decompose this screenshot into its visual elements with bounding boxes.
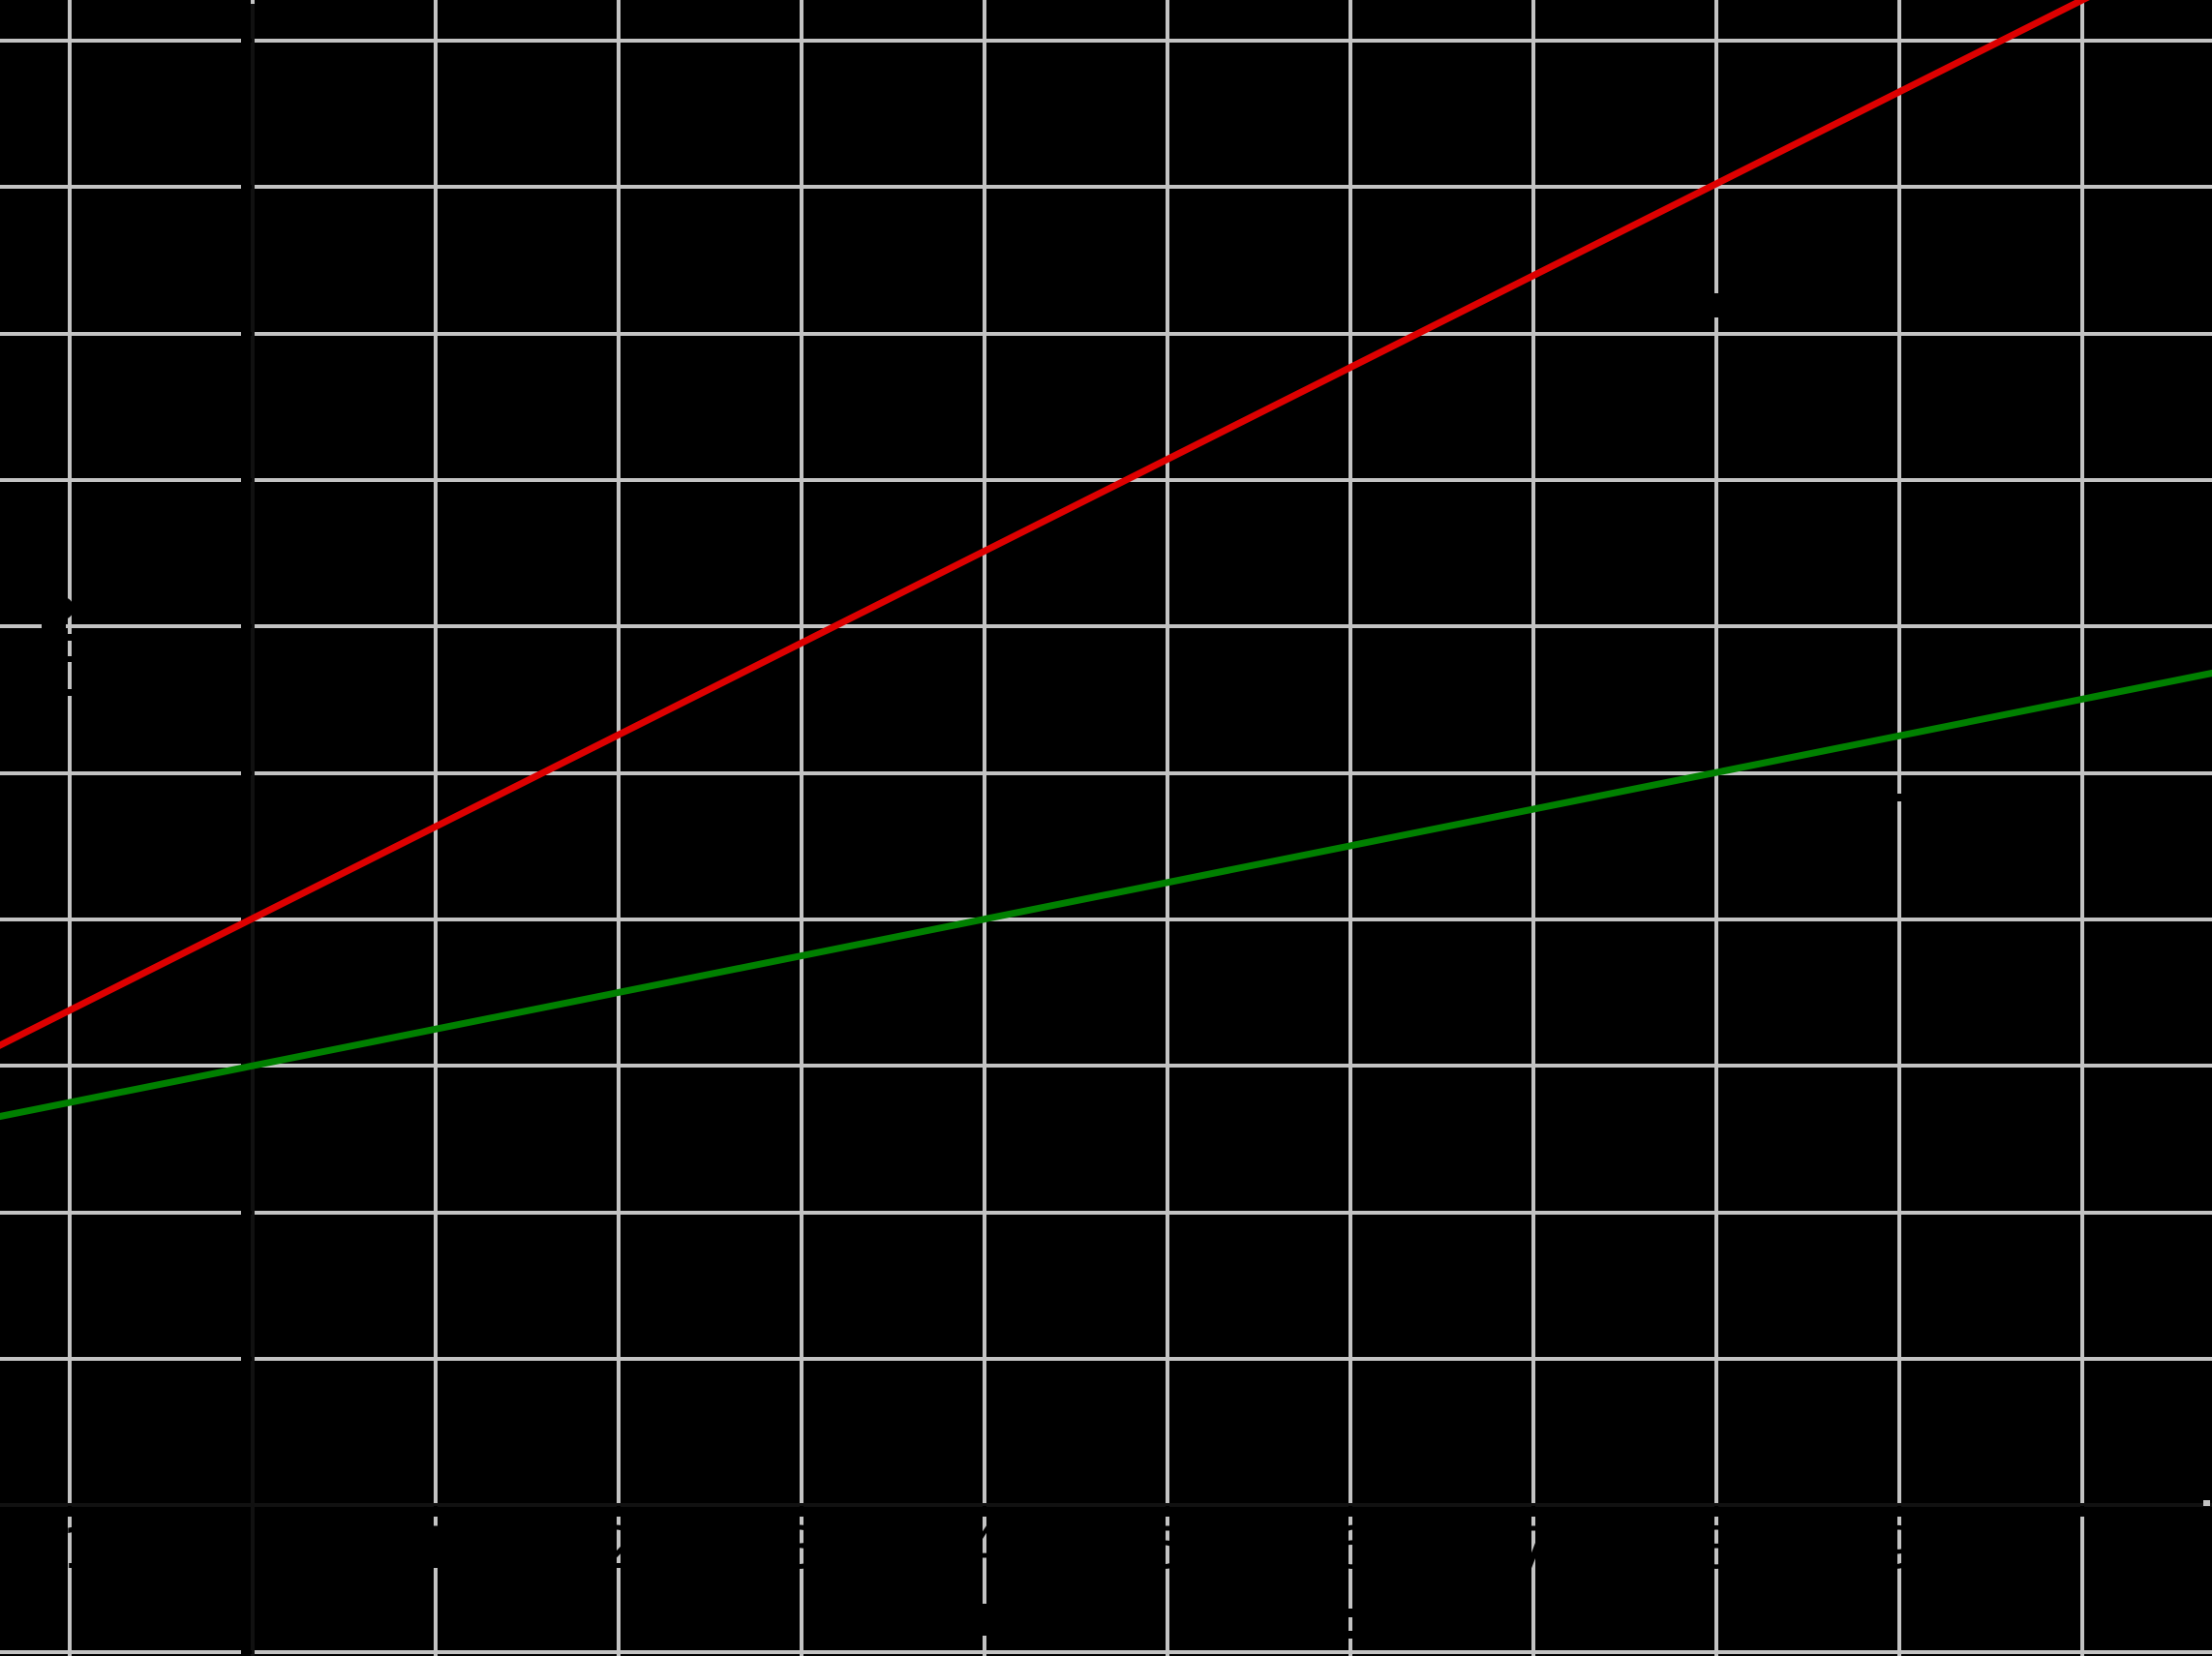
x-axis (0, 1503, 2212, 1507)
y-tick (241, 771, 252, 775)
gridline-vertical (1714, 0, 1718, 1656)
black-text-artifact (66, 656, 74, 662)
x-tick-label: 4 (965, 1515, 1004, 1582)
y-tick (241, 332, 252, 336)
gridline-horizontal (0, 185, 2212, 189)
x-tick-label: 2 (599, 1515, 638, 1582)
x-tick (1897, 1506, 1901, 1517)
x-tick (2080, 1506, 2084, 1517)
x-tick (800, 1506, 803, 1517)
gridline-horizontal (0, 1064, 2212, 1068)
x-tick (1166, 1506, 1169, 1517)
x-tick (68, 1506, 72, 1517)
gridline-horizontal (0, 624, 2212, 628)
x-tick-label: 10 (2045, 1515, 2120, 1582)
x-tick-label: 6 (1331, 1515, 1370, 1582)
black-text-artifact (1712, 307, 1725, 317)
x-tick (1714, 1506, 1718, 1517)
x-axis-arrow-remnant (2203, 1500, 2210, 1506)
red-function-line (0, 0, 2095, 1051)
black-text-artifact (980, 1604, 989, 1636)
black-text-artifact (53, 597, 74, 619)
gridline-vertical (1531, 0, 1535, 1656)
gridline-vertical (1166, 0, 1169, 1656)
gridline-vertical (68, 0, 72, 1656)
x-tick (1531, 1506, 1535, 1517)
gridline-vertical (1897, 0, 1901, 1656)
black-text-artifact (1896, 794, 1903, 801)
y-tick (241, 624, 252, 628)
gridline-vertical (1348, 0, 1352, 1656)
gridline-vertical (983, 0, 986, 1656)
black-text-artifact (1712, 293, 1721, 317)
x-tick (983, 1506, 986, 1517)
black-text-artifact (42, 622, 66, 630)
gridline-horizontal (0, 332, 2212, 336)
gridline-horizontal (0, 478, 2212, 482)
x-tick-label: 3 (782, 1515, 821, 1582)
y-tick (241, 478, 252, 482)
gridline-vertical (2080, 0, 2084, 1656)
gridline-horizontal (0, 1650, 2212, 1654)
y-tick (241, 1650, 252, 1654)
gridline-vertical (800, 0, 803, 1656)
gridline-horizontal (0, 39, 2212, 43)
black-text-artifact (1347, 1631, 1355, 1639)
y-axis (251, 4, 255, 1656)
black-text-artifact (66, 689, 74, 696)
y-tick (241, 1211, 252, 1215)
x-tick-label: 9 (1880, 1515, 1919, 1582)
x-tick (617, 1506, 621, 1517)
y-tick (241, 39, 252, 43)
x-tick (1348, 1506, 1352, 1517)
black-text-artifact (66, 634, 74, 641)
green-function-line (0, 668, 2212, 1121)
gridline-vertical (617, 0, 621, 1656)
x-tick-label: 5 (1148, 1515, 1187, 1582)
x-tick-label: 7 (1514, 1515, 1553, 1582)
gridline-horizontal (0, 771, 2212, 775)
y-tick (241, 185, 252, 189)
gridline-horizontal (0, 1211, 2212, 1215)
x-tick (434, 1506, 438, 1517)
y-tick (241, 1357, 252, 1361)
x-tick-label: 1 (416, 1515, 455, 1582)
gridline-horizontal (0, 1357, 2212, 1361)
black-text-artifact (1347, 1609, 1355, 1617)
x-tick-label: 8 (1697, 1515, 1736, 1582)
x-tick-label: -1 (41, 1515, 99, 1582)
gridline-horizontal (0, 918, 2212, 921)
